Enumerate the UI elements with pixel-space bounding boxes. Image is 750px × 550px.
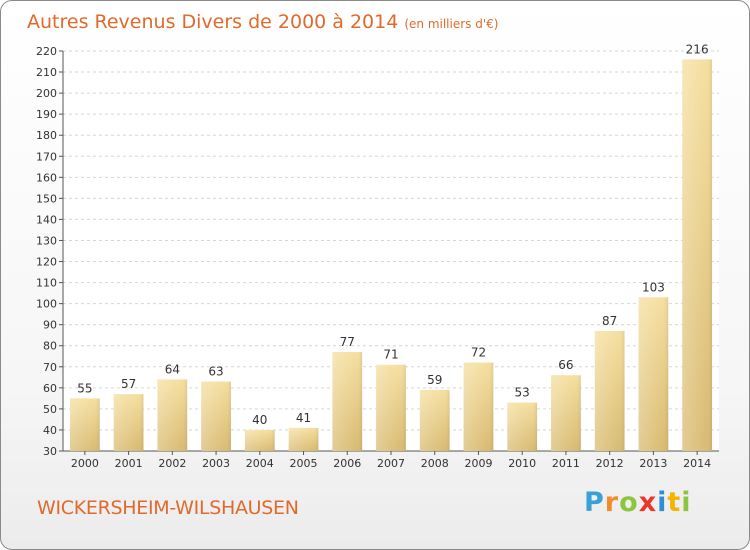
bar-highlight: [332, 352, 363, 451]
x-tick-label: 2003: [202, 457, 230, 470]
y-tick-label: 190: [36, 108, 57, 121]
bar-highlight: [551, 375, 581, 451]
data-label: 216: [686, 42, 709, 56]
data-label: 77: [340, 335, 355, 349]
x-tick-label: 2009: [464, 457, 492, 470]
proxiti-logo: Proxiti: [584, 487, 692, 518]
y-tick-label: 210: [36, 66, 57, 79]
bar-highlight: [376, 364, 406, 451]
bar-highlight: [594, 331, 625, 451]
x-tick-label: 2011: [552, 457, 580, 470]
y-tick-label: 70: [43, 361, 57, 374]
data-label: 59: [427, 373, 442, 387]
logo-letter: o: [619, 487, 639, 518]
bar-highlight: [244, 429, 275, 451]
logo-letter: t: [667, 487, 682, 518]
x-tick-label: 2004: [246, 457, 274, 470]
bar-highlight: [682, 59, 713, 451]
data-label: 57: [121, 377, 136, 391]
bar-highlight: [157, 379, 188, 451]
logo-letter: P: [584, 487, 605, 518]
y-tick-label: 40: [43, 424, 57, 437]
data-label: 103: [642, 280, 665, 294]
data-label: 87: [602, 314, 617, 328]
chart-title: Autres Revenus Divers de 2000 à 2014 (en …: [27, 11, 498, 33]
bar-highlight: [463, 362, 494, 451]
title-text: Autres Revenus Divers de 2000 à 2014: [27, 11, 399, 33]
x-tick-label: 2008: [421, 457, 449, 470]
data-label: 71: [383, 348, 398, 362]
bar-highlight: [113, 394, 144, 451]
bar-highlight: [419, 389, 450, 451]
y-tick-label: 90: [43, 319, 57, 332]
bar-highlight: [288, 427, 319, 451]
x-tick-label: 2013: [639, 457, 667, 470]
y-tick-label: 150: [36, 192, 57, 205]
y-tick-label: 110: [36, 277, 57, 290]
y-tick-label: 130: [36, 234, 57, 247]
y-tick-label: 50: [43, 403, 57, 416]
bar-highlight: [507, 402, 538, 451]
x-tick-label: 2010: [508, 457, 536, 470]
data-label: 66: [558, 358, 573, 372]
x-tick-label: 2001: [115, 457, 143, 470]
bar-highlight: [638, 297, 669, 451]
x-tick-label: 2014: [683, 457, 711, 470]
bar-highlight: [201, 381, 231, 451]
data-label: 64: [165, 362, 180, 376]
y-tick-label: 80: [43, 340, 57, 353]
y-tick-label: 60: [43, 382, 57, 395]
y-tick-label: 120: [36, 256, 57, 269]
x-tick-label: 2007: [377, 457, 405, 470]
y-tick-label: 30: [43, 445, 57, 458]
data-label: 63: [208, 365, 223, 379]
data-label: 72: [471, 346, 486, 360]
x-tick-label: 2000: [71, 457, 99, 470]
logo-letter: x: [638, 487, 658, 518]
bar-highlight: [69, 398, 100, 451]
y-tick-label: 220: [36, 45, 57, 58]
logo-letter: i: [657, 487, 668, 518]
logo-letter: r: [604, 487, 620, 518]
y-tick-label: 160: [36, 171, 57, 184]
x-tick-label: 2005: [290, 457, 318, 470]
data-label: 55: [77, 381, 92, 395]
y-tick-label: 100: [36, 298, 57, 311]
y-tick-label: 140: [36, 213, 57, 226]
x-tick-label: 2012: [596, 457, 624, 470]
logo-letter: i: [681, 487, 692, 518]
location-name: WICKERSHEIM-WILSHAUSEN: [37, 497, 299, 519]
chart-subtitle: (en milliers d'€): [404, 17, 499, 31]
x-tick-label: 2002: [158, 457, 186, 470]
y-tick-label: 170: [36, 150, 57, 163]
y-tick-label: 200: [36, 87, 57, 100]
data-label: 40: [252, 413, 267, 427]
data-label: 53: [515, 386, 530, 400]
x-tick-label: 2006: [333, 457, 361, 470]
data-label: 41: [296, 411, 311, 425]
y-tick-label: 180: [36, 129, 57, 142]
